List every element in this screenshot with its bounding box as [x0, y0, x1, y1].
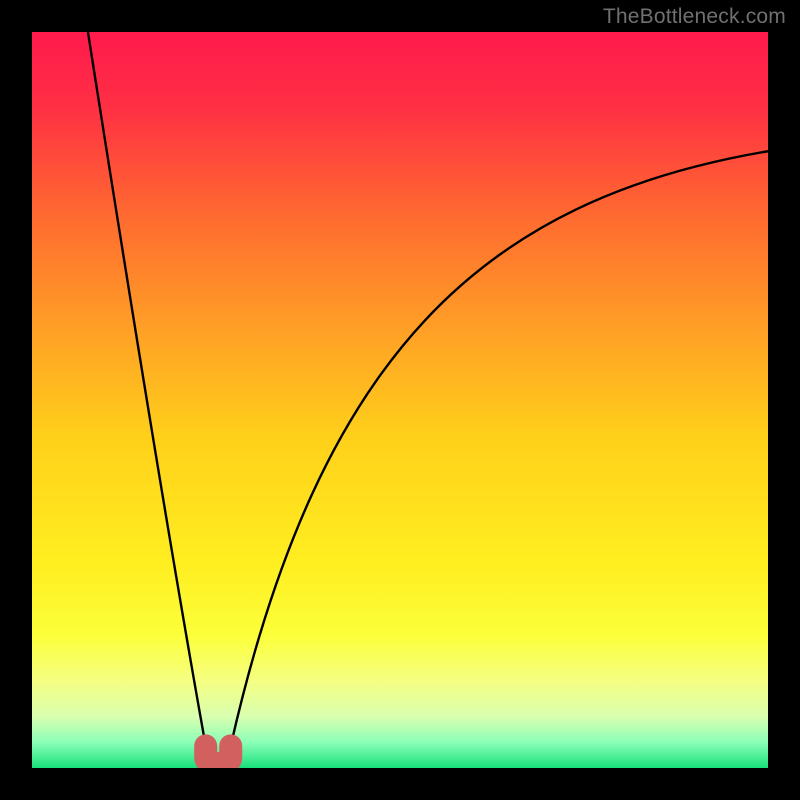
- gradient-background: [32, 32, 768, 768]
- chart-svg: [0, 0, 800, 800]
- watermark-text: TheBottleneck.com: [603, 5, 786, 29]
- chart-frame: TheBottleneck.com: [0, 0, 800, 800]
